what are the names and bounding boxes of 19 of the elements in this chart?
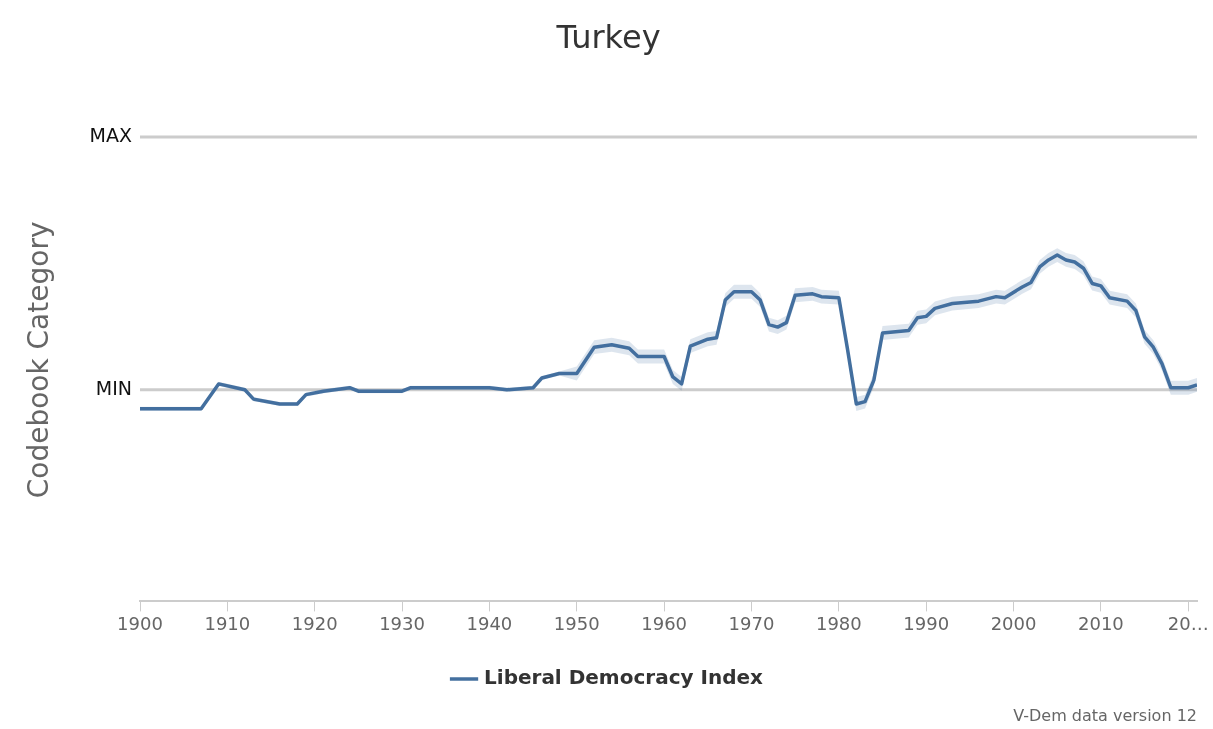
x-tick-label: 2010 [1078, 612, 1124, 634]
x-tick-label: 2000 [990, 612, 1037, 634]
y-axis-title: Codebook Category [22, 221, 56, 499]
ref-line-label: MAX [89, 123, 132, 146]
x-tick-label: 1900 [117, 612, 163, 634]
legend-label: Liberal Democracy Index [484, 665, 764, 690]
x-tick-label: 1930 [379, 612, 425, 634]
x-tick-label: 1990 [903, 612, 950, 634]
chart-title: Turkey [555, 17, 661, 56]
x-tick-label: 1910 [204, 612, 251, 634]
x-tick-label: 1920 [291, 612, 338, 634]
x-tick-label: 20… [1167, 612, 1209, 634]
x-tick-label: 1960 [641, 612, 688, 634]
ref-line-label: MIN [95, 376, 132, 399]
x-tick-label: 1970 [728, 612, 775, 634]
x-tick-label: 1950 [553, 612, 600, 634]
x-tick-label: 1940 [466, 612, 513, 634]
text: V-Dem data version 12 [1013, 706, 1197, 725]
x-tick-label: 1980 [815, 612, 862, 634]
